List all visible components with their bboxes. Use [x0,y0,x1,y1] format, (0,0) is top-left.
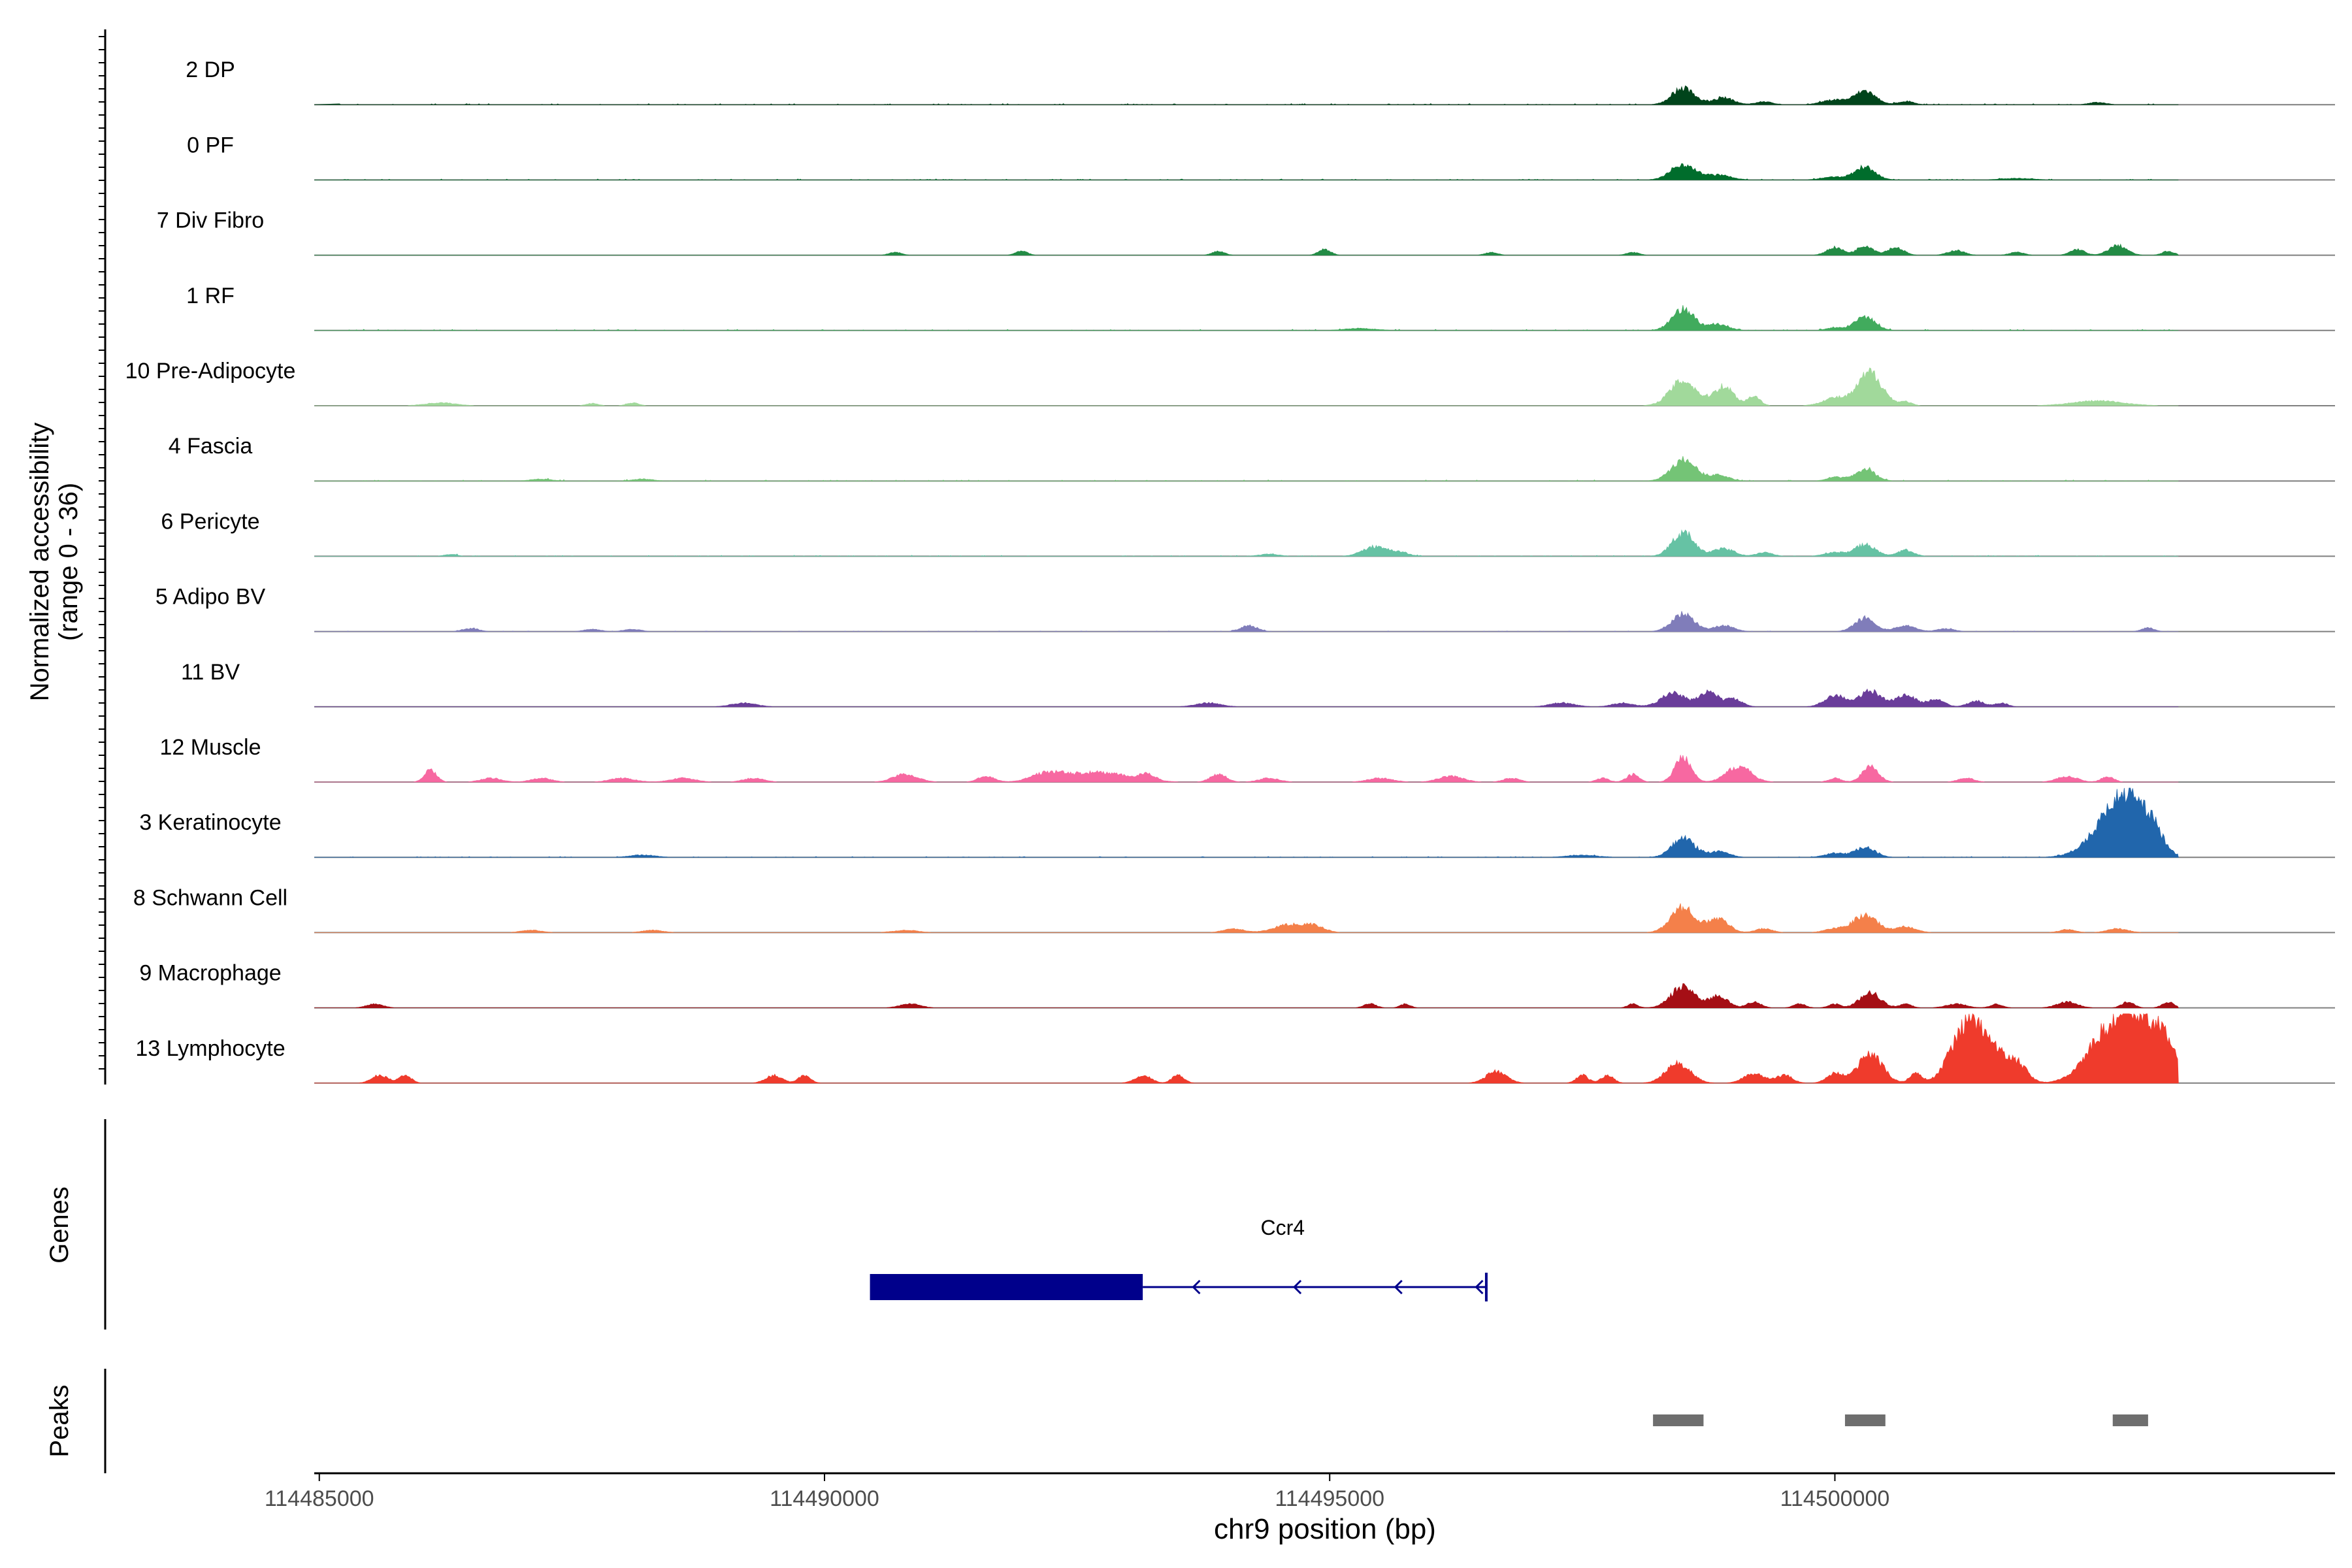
coverage-area [314,456,2179,482]
track-label: 1 RF [186,284,235,308]
genes-panel-label: Genes [45,1186,74,1264]
x-tick-label: 114485000 [265,1486,374,1511]
track-3-keratinocyte: 3 Keratinocyte [139,787,2335,858]
coverage-area [314,903,2179,933]
strand-arrow [1292,1279,1302,1295]
track-label: 8 Schwann Cell [133,885,287,910]
track-label: 9 Macrophage [139,961,281,986]
y-axis-title-line1: Normalized accessibility [25,423,54,702]
coverage-area [314,1013,2179,1084]
track-label: 7 Div Fibro [157,208,264,233]
gene-name-label: Ccr4 [1261,1216,1305,1239]
gene-exon [870,1274,1143,1300]
strand-arrow [1475,1279,1484,1295]
y-axis-title-line2: (range 0 - 36) [54,483,83,641]
coverage-area [314,305,2179,331]
track-11-bv: 11 BV [181,660,2335,708]
track-1-rf: 1 RF [186,284,2335,331]
peak-region [1844,1414,1886,1426]
coverage-area [314,529,2179,557]
track-label: 3 Keratinocyte [139,810,281,835]
x-tick-label: 114490000 [770,1486,879,1511]
track-7-div-fibro: 7 Div Fibro [157,208,2335,256]
track-label: 11 BV [181,660,240,685]
track-4-fascia: 4 Fascia [169,434,2335,482]
coverage-area [314,983,2179,1008]
y-axis-title: Normalized accessibility (range 0 - 36) [25,423,83,702]
track-10-pre-adipocyte: 10 Pre-Adipocyte [125,359,2335,406]
x-axis-ticks: 114485000 114490000 114495000 114500000 [265,1473,1889,1511]
x-tick-label: 114500000 [1780,1486,1890,1511]
peak-region [1653,1414,1704,1426]
peak-region [2112,1414,2148,1426]
track-8-schwann-cell: 8 Schwann Cell [133,885,2335,934]
coverage-area [314,367,2179,406]
track-0-pf: 0 PF [187,133,2335,181]
track-9-macrophage: 9 Macrophage [139,961,2335,1009]
coverage-area [314,85,2179,105]
strand-arrow [1192,1279,1201,1295]
track-12-muscle: 12 Muscle [160,735,2335,783]
track-label: 10 Pre-Adipocyte [125,359,296,384]
coverage-y-axis-ticks [99,36,105,1070]
track-label: 5 Adipo BV [155,585,266,610]
track-13-lymphocyte: 13 Lymphocyte [135,1013,2335,1084]
track-label: 12 Muscle [160,735,261,760]
peaks-panel-label: Peaks [45,1384,74,1457]
coverage-tracks: 2 DP 0 PF 7 Div Fibro 1 RF 10 Pre-Adipocyte 4… [125,57,2335,1084]
track-5-adipo-bv: 5 Adipo BV [155,585,2335,632]
coverage-area [314,243,2180,255]
track-2-dp: 2 DP [186,57,2335,106]
x-axis-title: chr9 position (bp) [1214,1513,1436,1545]
coverage-area [314,755,2179,783]
coverage-area [314,787,2179,858]
strand-arrow [1394,1279,1403,1295]
track-label: 6 Pericyte [161,509,259,534]
coverage-area [314,163,2179,180]
track-label: 13 Lymphocyte [135,1036,285,1061]
peak-regions [1653,1414,2148,1426]
track-label: 2 DP [186,57,235,82]
track-6-pericyte: 6 Pericyte [161,509,2335,557]
x-tick-label: 114495000 [1275,1486,1384,1511]
track-label: 4 Fascia [169,434,253,459]
track-label: 0 PF [187,133,234,157]
coverage-area [314,611,2179,632]
gene-model: Ccr4 [870,1216,1488,1301]
coverage-area [314,688,2179,708]
